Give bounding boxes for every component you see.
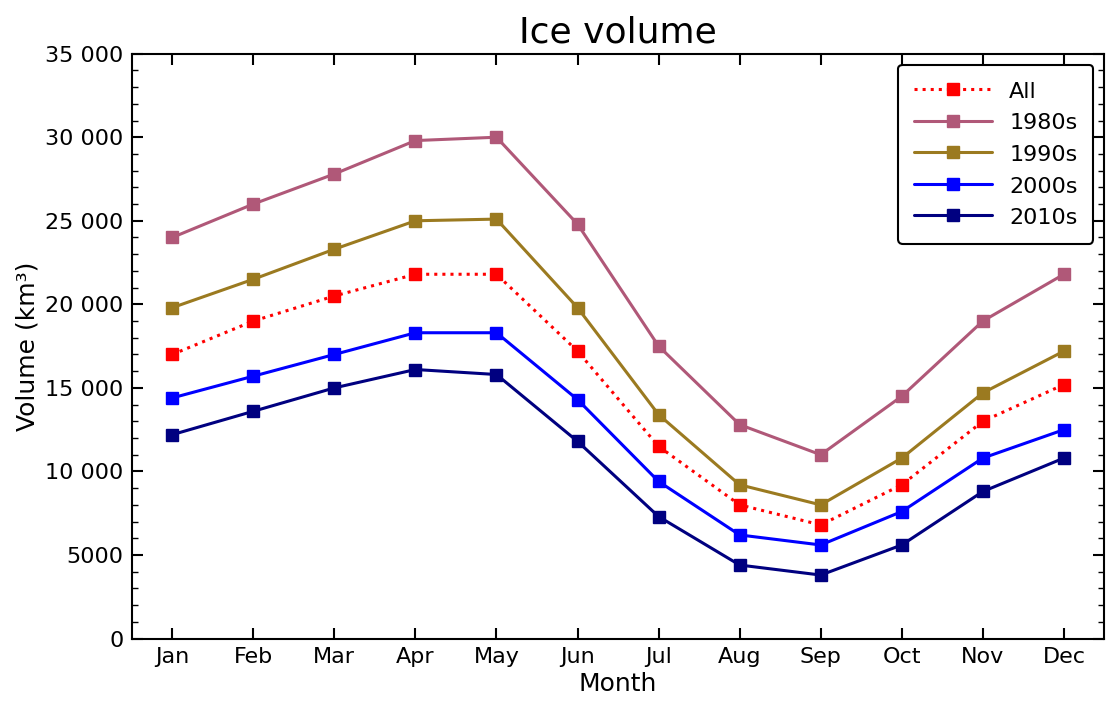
Line: 2000s: 2000s: [167, 328, 1070, 550]
2000s: [246, 372, 260, 380]
Line: 1980s: 1980s: [167, 132, 1070, 460]
2000s: [895, 507, 908, 515]
1990s: [409, 216, 422, 225]
1980s: [571, 220, 585, 229]
1990s: [246, 275, 260, 283]
Line: All: All: [167, 268, 1070, 530]
1990s: [895, 454, 908, 462]
1990s: [732, 481, 746, 489]
All: [489, 270, 503, 278]
All: [652, 442, 665, 451]
1980s: [977, 317, 990, 325]
1980s: [732, 420, 746, 429]
1980s: [328, 169, 342, 178]
All: [328, 292, 342, 300]
All: [246, 317, 260, 325]
All: [571, 347, 585, 355]
1990s: [1057, 347, 1071, 355]
2000s: [166, 394, 179, 402]
2000s: [328, 350, 342, 359]
All: [977, 417, 990, 426]
1990s: [814, 501, 828, 509]
2000s: [814, 540, 828, 549]
2010s: [977, 487, 990, 496]
2010s: [166, 431, 179, 439]
1990s: [652, 410, 665, 419]
2010s: [1057, 454, 1071, 462]
All: [166, 350, 179, 359]
1980s: [1057, 270, 1071, 278]
1990s: [977, 389, 990, 397]
All: [1057, 380, 1071, 389]
X-axis label: Month: Month: [579, 672, 657, 696]
2010s: [328, 384, 342, 392]
2010s: [246, 407, 260, 416]
All: [814, 520, 828, 529]
2010s: [732, 561, 746, 570]
1990s: [328, 245, 342, 253]
All: [409, 270, 422, 278]
All: [895, 481, 908, 489]
Legend: All, 1980s, 1990s, 2000s, 2010s: All, 1980s, 1990s, 2000s, 2010s: [898, 65, 1093, 244]
1980s: [895, 392, 908, 401]
2000s: [571, 395, 585, 404]
All: [732, 501, 746, 509]
1980s: [652, 342, 665, 350]
2000s: [977, 454, 990, 462]
2010s: [571, 437, 585, 446]
Line: 2010s: 2010s: [167, 364, 1070, 580]
1980s: [489, 133, 503, 142]
2000s: [652, 477, 665, 486]
2000s: [732, 530, 746, 539]
Line: 1990s: 1990s: [167, 214, 1070, 511]
1980s: [166, 234, 179, 242]
2010s: [409, 365, 422, 374]
1990s: [571, 303, 585, 312]
2010s: [489, 370, 503, 379]
1990s: [166, 303, 179, 312]
Y-axis label: Volume (km³): Volume (km³): [16, 261, 39, 431]
1980s: [409, 136, 422, 145]
2010s: [652, 513, 665, 521]
2000s: [489, 328, 503, 337]
2000s: [1057, 425, 1071, 434]
1980s: [814, 451, 828, 459]
1980s: [246, 200, 260, 209]
Title: Ice volume: Ice volume: [520, 16, 717, 50]
2010s: [895, 540, 908, 549]
1990s: [489, 215, 503, 224]
2000s: [409, 328, 422, 337]
2010s: [814, 571, 828, 580]
